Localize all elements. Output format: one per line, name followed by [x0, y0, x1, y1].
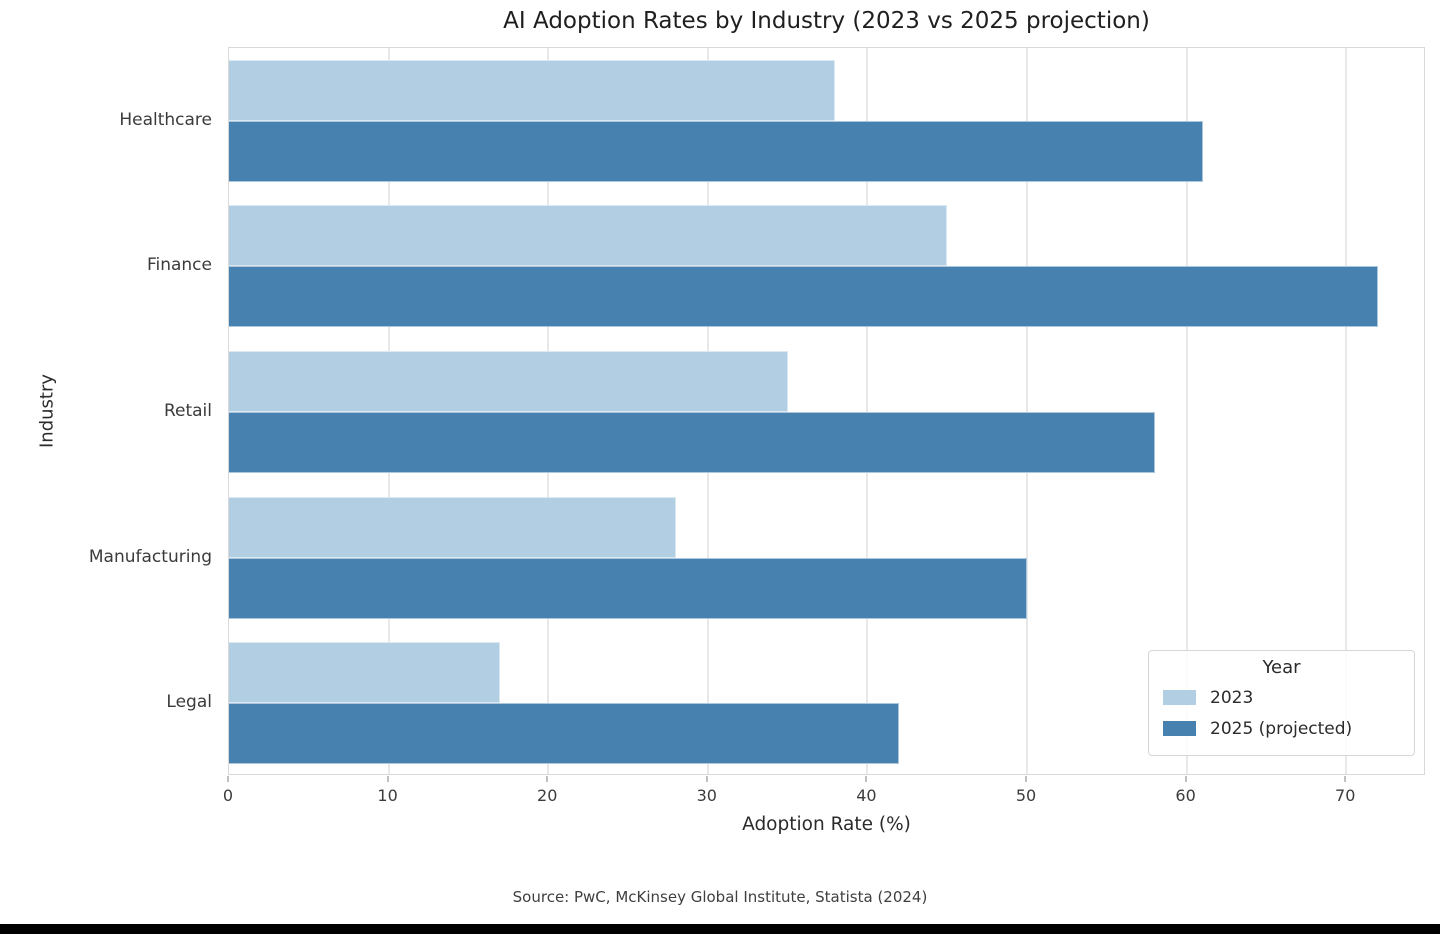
gridline: [1026, 48, 1028, 774]
bar-healthcare-2025: [229, 120, 1203, 182]
bar-retail-2025: [229, 412, 1155, 473]
x-tick-label: 10: [377, 786, 398, 805]
x-tick-mark: [1025, 776, 1027, 782]
x-axis-label: Adoption Rate (%): [742, 814, 911, 835]
bar-finance-2023: [229, 205, 948, 267]
gridline: [866, 48, 869, 774]
x-tick-label: 60: [1175, 786, 1196, 805]
gridline: [1185, 48, 1188, 774]
x-tick-label: 20: [537, 786, 558, 805]
legend-entry: 2023: [1159, 682, 1404, 713]
y-tick-label: Healthcare: [119, 109, 212, 130]
x-tick-label: 30: [696, 786, 717, 805]
legend-entries: 2023 2025 (projected): [1159, 682, 1404, 744]
x-tick-mark: [865, 776, 868, 782]
x-tick-mark: [386, 776, 389, 782]
y-axis-label: Industry: [36, 373, 58, 449]
y-tick-label: Retail: [163, 401, 212, 421]
legend-swatch-icon: [1163, 721, 1196, 736]
x-tick-label: 70: [1335, 786, 1356, 805]
gridline: [1345, 48, 1348, 774]
bar-finance-2025: [229, 266, 1379, 328]
bar-healthcare-2023: [229, 59, 836, 121]
y-tick-label: Finance: [146, 255, 212, 276]
x-tick-mark: [227, 776, 229, 782]
x-tick-mark: [1344, 776, 1347, 782]
source-note: Source: PwC, McKinsey Global Institute, …: [512, 888, 928, 906]
bottom-border-bar: [0, 924, 1440, 934]
x-tick-mark: [705, 776, 708, 782]
legend-entry: 2025 (projected): [1159, 713, 1404, 744]
legend-label: 2023: [1210, 687, 1254, 708]
x-tick-label: 50: [1015, 786, 1037, 805]
x-tick-mark: [546, 776, 549, 782]
bar-retail-2023: [229, 351, 788, 412]
bar-manufacturing-2023: [229, 496, 676, 558]
legend: Year 2023 2025 (projected): [1148, 650, 1415, 756]
bar-legal-2025: [229, 703, 900, 765]
x-tick-mark: [1184, 776, 1187, 782]
chart-title: AI Adoption Rates by Industry (2023 vs 2…: [503, 8, 1150, 34]
x-tick-label: 0: [222, 786, 234, 805]
y-tick-label: Manufacturing: [88, 546, 212, 567]
legend-label: 2025 (projected): [1210, 718, 1353, 739]
bar-manufacturing-2025: [229, 557, 1027, 619]
legend-swatch-icon: [1163, 690, 1196, 705]
y-tick-label: Legal: [166, 692, 212, 713]
plot-area: [228, 47, 1425, 775]
x-tick-label: 40: [856, 786, 877, 805]
legend-title: Year: [1262, 657, 1301, 678]
bar-legal-2023: [229, 642, 501, 704]
